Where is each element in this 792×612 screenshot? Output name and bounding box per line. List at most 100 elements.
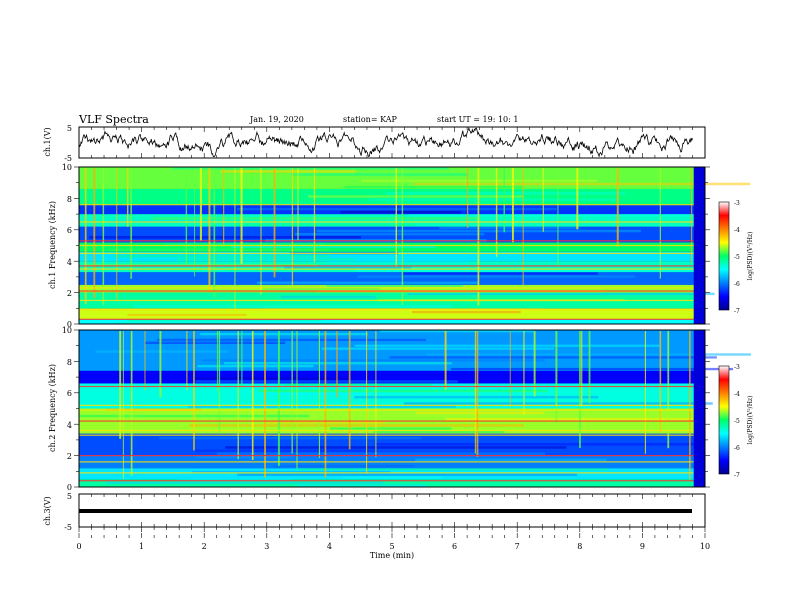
- ch1-spec-line-3: [79, 290, 705, 292]
- ch1-spectrogram-image: [79, 167, 751, 324]
- ch1-spec-sferic-streak: [401, 168, 404, 306]
- ch2-spec-band-5-texture: [233, 399, 424, 402]
- ch1-ytick-top: 5: [67, 124, 72, 133]
- ch1-spec-line-2: [79, 299, 705, 302]
- ch2-colorbar-label: log(PSD)(V²/Hz): [747, 396, 754, 445]
- ch2-spectrogram-panel: 10 8 6 4 2 0 ch.2 Frequency (kHz) -3 -4 …: [48, 326, 754, 492]
- ch2-freq-tick-0: 0: [67, 483, 72, 492]
- x-tick-6: 6: [452, 542, 457, 551]
- ch1-spec-band-9-texture: [409, 214, 697, 217]
- ch1-spec-sferic-streak: [557, 168, 559, 267]
- ch2-spec-band-3-texture: [376, 443, 702, 446]
- ch1-spec-line-1: [79, 309, 705, 311]
- ch1-spec-band-4-texture: [257, 281, 479, 285]
- ch1-spec-line-6: [79, 265, 705, 267]
- ch1-spec-band-11-texture: [271, 201, 494, 205]
- ch1-spec-band-0-texture: [127, 319, 322, 322]
- ch1-freq-tick-4: 4: [67, 258, 72, 267]
- ch1-spec-sferic-streak: [576, 168, 579, 230]
- ch1-freq-tick-2: 2: [67, 289, 72, 298]
- ch1-colorbar-tick-m4: -4: [734, 227, 740, 234]
- ch1-spec-sferic-streak: [691, 168, 693, 263]
- ch2-spec-sferic-streak: [291, 331, 293, 454]
- ch1-spec-band-6-texture: [176, 258, 356, 261]
- ch3-trace-line: [79, 509, 692, 513]
- ch2-spec-band-7-texture: [426, 353, 751, 356]
- ch1-spec-sferic-streak: [467, 168, 469, 228]
- ch1-spec-band-4-texture: [357, 275, 635, 278]
- ch1-spec-band-1-texture: [412, 311, 521, 314]
- ch2-spec-sferic-streak: [216, 331, 218, 391]
- ch2-colorbar-tick-m3: -3: [734, 364, 740, 371]
- ch2-spec-band-5-texture: [403, 402, 713, 405]
- ch2-spec-band-3-texture: [216, 452, 546, 455]
- ch2-spec-line-4: [79, 434, 705, 436]
- ch1-spec-band-5-texture: [284, 266, 412, 269]
- ch2-spec-line-9: [79, 385, 705, 388]
- ch2-spec-sferic-streak: [375, 331, 377, 458]
- ch2-spectrogram-yticks: [74, 329, 710, 488]
- ch1-colorbar-label: log(PSD)(V²/Hz): [747, 232, 754, 281]
- ch2-freq-tick-6: 6: [67, 389, 72, 398]
- ch2-spec-band-5-texture: [187, 405, 456, 408]
- ch2-spec-line-7: [79, 409, 705, 411]
- ch1-spec-band-2-texture: [407, 292, 715, 296]
- ch2-spec-sferic-streak: [444, 331, 447, 390]
- ch1-spec-line-5: [79, 268, 705, 270]
- start-time-label: start UT = 19: 10: 1: [437, 115, 518, 124]
- ch1-spec-sferic-streak: [522, 168, 524, 286]
- x-tick-9: 9: [640, 542, 645, 551]
- ch1-spec-band-7-texture: [164, 242, 326, 245]
- ch2-spec-sferic-streak: [296, 331, 298, 469]
- ch1-spec-line-9: [79, 240, 705, 242]
- ch2-spec-sferic-streak: [318, 331, 321, 459]
- ch2-spec-line-5: [79, 429, 705, 432]
- x-tick-7: 7: [515, 542, 520, 551]
- ch1-spec-band-6: [79, 251, 705, 262]
- x-tick-3: 3: [264, 542, 269, 551]
- ch1-spec-band-7-texture: [108, 248, 329, 252]
- ch2-spec-band-5-texture: [266, 392, 383, 396]
- ch2-spec-band-7-texture: [201, 359, 545, 362]
- ch1-spec-sferic-streak: [240, 168, 243, 264]
- ch2-spectrogram-ylabel: ch.2 Frequency (kHz): [48, 364, 57, 452]
- ch1-spec-sferic-streak: [84, 168, 87, 305]
- ch2-spec-band-5-texture: [258, 389, 548, 393]
- ch1-x-ticks: [78, 127, 706, 158]
- ch1-spec-line-7: [79, 252, 705, 254]
- x-tick-2: 2: [202, 542, 207, 551]
- ch2-spec-line-0: [79, 480, 705, 482]
- ch2-spec-sferic-streak: [336, 331, 338, 398]
- ch2-spec-band-3-texture: [405, 439, 598, 443]
- ch2-spec-sferic-streak: [476, 331, 479, 457]
- ch2-colorbar-tick-m6: -6: [734, 445, 740, 452]
- ch1-spec-band-2-texture: [280, 295, 376, 299]
- ch2-spec-sferic-streak: [365, 331, 368, 474]
- ch1-spec-band-3: [79, 284, 705, 293]
- ch1-spec-line-10: [79, 221, 705, 223]
- x-axis-ticks: [78, 527, 706, 538]
- x-tick-4: 4: [327, 542, 332, 551]
- ch1-freq-tick-0: 0: [67, 320, 72, 329]
- ch1-spec-sferic-streak: [234, 168, 236, 313]
- ch1-spec-band-12-texture: [172, 167, 449, 170]
- ch2-colorbar-tick-m5: -5: [734, 418, 740, 425]
- ch1-spec-band-1-texture: [86, 316, 285, 319]
- ch1-ylabel: ch.1(V): [43, 127, 52, 156]
- ch2-spec-band-2-texture: [415, 458, 607, 462]
- x-axis-label: Time (min): [370, 551, 414, 560]
- ch2-freq-tick-10: 10: [62, 326, 72, 335]
- ch2-spec-band-3-texture: [225, 446, 567, 449]
- ch2-spec-band-0-texture: [297, 484, 428, 487]
- ch2-spec-line-8: [79, 404, 705, 406]
- ch1-spec-sferic-streak: [213, 168, 216, 298]
- ch2-spec-band-5-texture: [426, 386, 659, 390]
- ch1-spec-band-12-texture: [413, 182, 751, 186]
- ch1-spectrogram-ylabel: ch.1 Frequency (kHz): [48, 201, 57, 289]
- ch1-spec-sferic-streak: [185, 168, 188, 264]
- ch2-spec-band-1-texture: [237, 473, 578, 476]
- ch1-colorbar-tick-m6: -6: [734, 281, 740, 288]
- ch1-spec-band-4-texture: [255, 278, 355, 281]
- ch1-spec-band-2-texture: [102, 302, 199, 305]
- ch1-spec-sferic-streak: [130, 168, 133, 279]
